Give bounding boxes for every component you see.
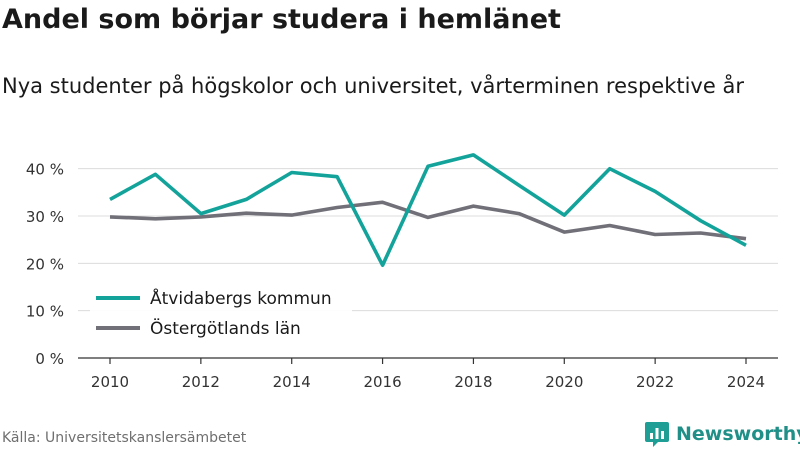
legend-label: Åtvidabergs kommun — [150, 287, 332, 309]
x-tick-label: 2018 — [454, 373, 492, 391]
x-tick-label: 2020 — [545, 373, 583, 391]
y-tick-label: 0 % — [35, 350, 64, 368]
y-tick-label: 10 % — [26, 303, 64, 321]
legend-label: Östergötlands län — [150, 317, 301, 339]
x-tick-label: 2024 — [727, 373, 765, 391]
brand-name: Newsworthy — [676, 423, 800, 445]
y-tick-label: 20 % — [26, 255, 64, 273]
legend-background — [90, 282, 352, 344]
y-tick-label: 30 % — [26, 208, 64, 226]
x-tick-label: 2010 — [91, 373, 129, 391]
x-tick-label: 2022 — [636, 373, 674, 391]
x-tick-label: 2014 — [273, 373, 311, 391]
series-line — [109, 153, 747, 268]
x-tick-label: 2016 — [363, 373, 401, 391]
x-tick-label: 2012 — [182, 373, 220, 391]
chart-subtitle: Nya studenter på högskolor och universit… — [2, 74, 744, 98]
newsworthy-logo-icon — [645, 422, 669, 447]
series-lines — [109, 153, 747, 268]
source-note: Källa: Universitetskanslersämbetet — [2, 430, 247, 446]
y-tick-label: 40 % — [26, 161, 64, 179]
series-line — [109, 200, 747, 241]
chart-title: Andel som börjar studera i hemlänet — [2, 4, 561, 35]
brand-logo[interactable]: Newsworthy — [644, 420, 800, 448]
legend: Åtvidabergs kommun Östergötlands län — [90, 282, 352, 344]
axes: 0 % 10 % 20 % 30 % 40 % 2010 2012 2014 2016 2018 2… — [26, 161, 778, 391]
